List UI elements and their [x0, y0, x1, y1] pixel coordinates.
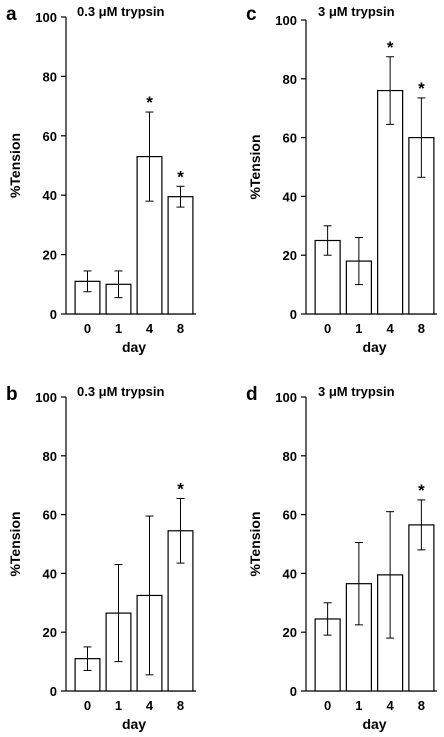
x-axis-label: day [362, 716, 386, 732]
x-tick-label: 4 [387, 321, 395, 336]
y-tick-label: 100 [275, 13, 297, 28]
x-tick-label: 1 [115, 698, 122, 713]
significance-marker: * [418, 481, 425, 500]
y-tick-label: 100 [275, 390, 297, 405]
significance-marker: * [418, 79, 425, 98]
x-tick-label: 4 [387, 698, 395, 713]
y-tick-label: 60 [43, 129, 57, 144]
y-tick-label: 60 [43, 508, 57, 523]
y-tick-label: 20 [43, 248, 57, 263]
x-axis-label: day [122, 716, 146, 732]
x-tick-label: 0 [324, 698, 331, 713]
panel-letter: d [246, 384, 258, 405]
y-axis-label: %Tension [7, 511, 23, 576]
panel-letter: a [6, 4, 17, 25]
x-tick-label: 8 [418, 321, 425, 336]
x-tick-label: 0 [84, 698, 91, 713]
y-tick-label: 0 [290, 684, 297, 699]
y-tick-label: 80 [283, 72, 297, 87]
x-tick-label: 4 [146, 698, 154, 713]
significance-marker: * [177, 479, 184, 498]
y-tick-label: 60 [283, 131, 297, 146]
y-tick-label: 100 [35, 390, 57, 405]
y-tick-label: 20 [283, 625, 297, 640]
significance-marker: * [177, 167, 184, 186]
bar-day-8 [408, 524, 435, 692]
y-tick-label: 40 [43, 188, 57, 203]
significance-marker: * [146, 93, 153, 112]
y-tick-label: 40 [283, 189, 297, 204]
chart-panel-a: a 0.3 μM trypsin 0 20 40 60 80 100 %Tension 0 1 4 * 8… [6, 4, 196, 355]
panel-title: 3 μM trypsin [318, 384, 395, 399]
panel-title: 0.3 μM trypsin [77, 384, 164, 399]
panel-title: 3 μM trypsin [318, 4, 395, 19]
y-tick-label: 0 [50, 307, 57, 322]
y-tick-label: 100 [35, 10, 57, 25]
y-tick-label: 80 [43, 69, 57, 84]
x-tick-label: 8 [418, 698, 425, 713]
x-tick-label: 4 [146, 321, 154, 336]
x-tick-label: 0 [324, 321, 331, 336]
significance-marker: * [387, 38, 394, 57]
chart-panel-b: b 0.3 μM trypsin 0 20 40 60 80 100 %Tension 0 1 4 8 *… [6, 384, 196, 732]
y-tick-label: 0 [290, 307, 297, 322]
bar-day-4 [377, 89, 404, 315]
y-tick-label: 60 [283, 508, 297, 523]
x-axis-label: day [362, 339, 386, 355]
x-tick-label: 8 [177, 321, 184, 336]
x-tick-label: 8 [177, 698, 184, 713]
bar-day-4 [136, 155, 163, 315]
x-tick-label: 1 [355, 698, 362, 713]
y-tick-label: 40 [43, 566, 57, 581]
x-tick-label: 1 [115, 321, 122, 336]
panel-letter: c [246, 4, 257, 25]
y-tick-label: 20 [43, 625, 57, 640]
y-axis-label: %Tension [7, 133, 23, 198]
y-tick-label: 80 [43, 449, 57, 464]
chart-panel-d: d 3 μM trypsin 0 20 40 60 80 100 %Tension 0 1 4 8 * da… [246, 384, 437, 732]
y-tick-label: 0 [50, 684, 57, 699]
x-tick-label: 1 [355, 321, 362, 336]
x-axis-label: day [122, 339, 146, 355]
x-tick-label: 0 [84, 321, 91, 336]
y-tick-label: 40 [283, 566, 297, 581]
bar-day-8 [167, 196, 194, 315]
y-tick-label: 80 [283, 449, 297, 464]
chart-panel-c: c 3 μM trypsin 0 20 40 60 80 100 %Tension 0 1 4 * 8 * d… [246, 4, 437, 355]
y-axis-label: %Tension [247, 134, 263, 199]
panel-letter: b [6, 384, 18, 405]
y-tick-label: 20 [283, 248, 297, 263]
y-axis-label: %Tension [247, 511, 263, 576]
panel-title: 0.3 μM trypsin [77, 4, 164, 19]
